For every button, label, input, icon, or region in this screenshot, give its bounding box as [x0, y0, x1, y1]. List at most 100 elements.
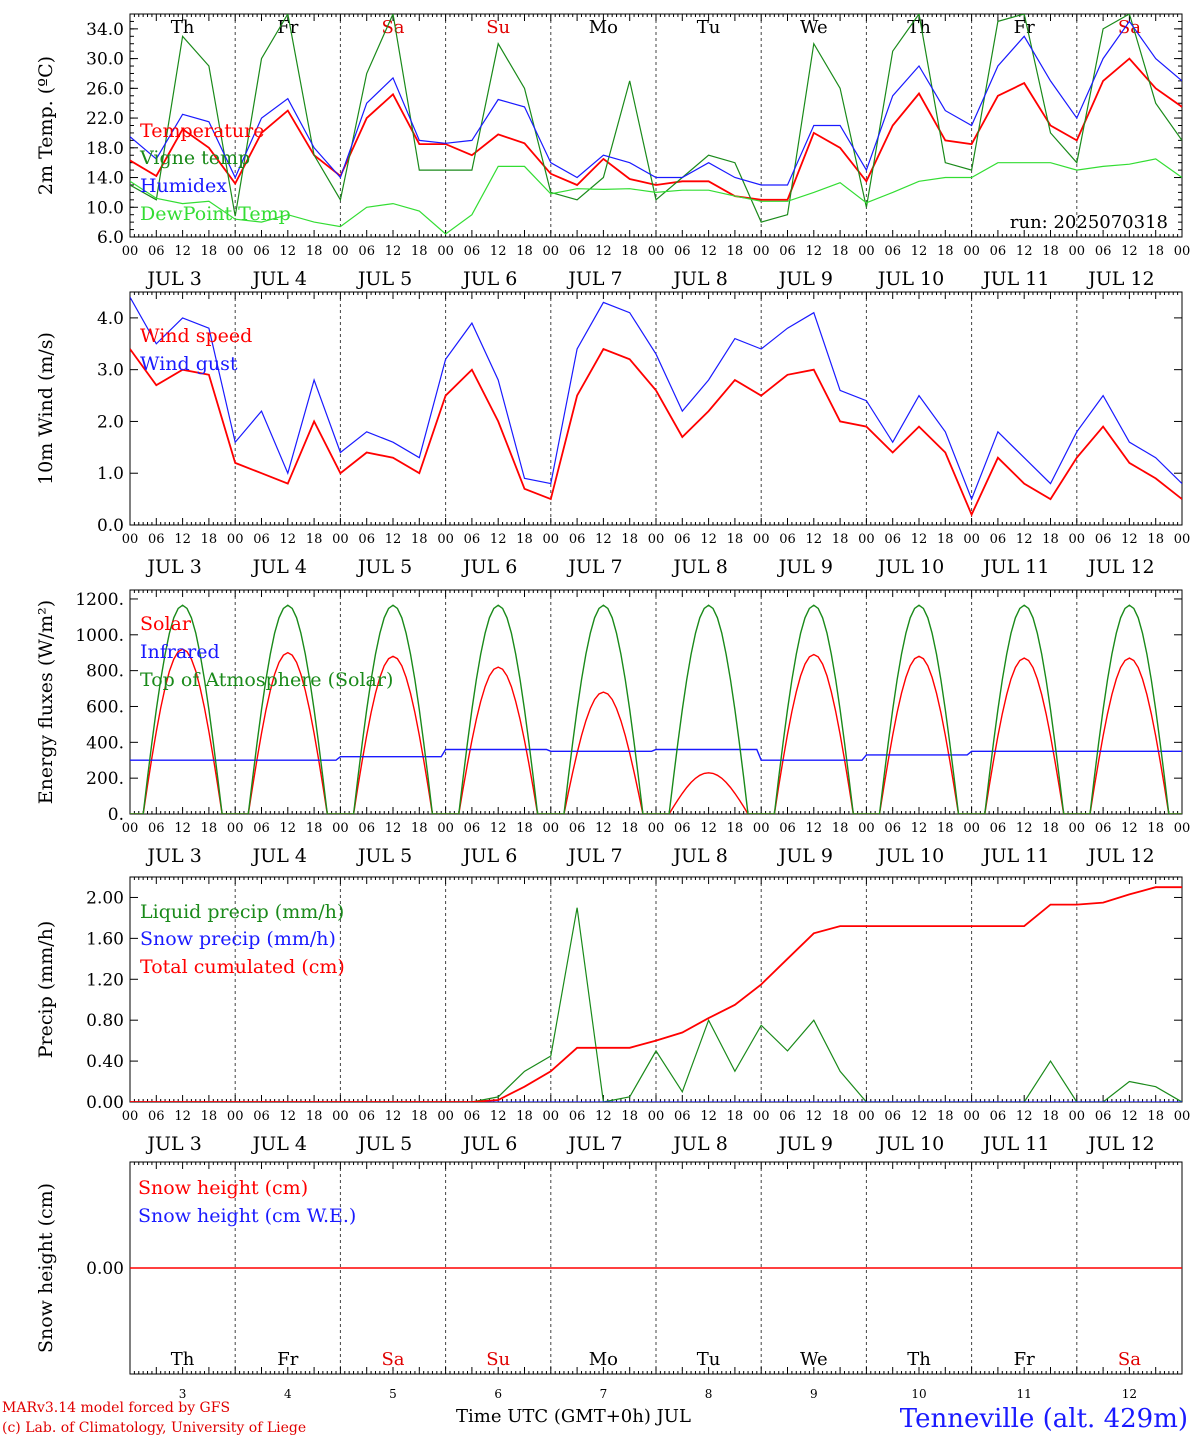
x-hour-label: 18 [1042, 244, 1059, 259]
y-tick-label: 0. [108, 805, 124, 825]
legend-entry: Vigne temp [139, 147, 250, 169]
x-hour-label: 06 [464, 244, 481, 259]
weekday-label: Su [486, 1349, 510, 1370]
x-hour-label: 06 [464, 1109, 481, 1124]
legend-entry: Snow precip (mm/h) [140, 928, 336, 950]
series-vigne-temp [130, 14, 1182, 223]
x-day-label: JUL 10 [876, 845, 944, 867]
day-number-label: 5 [389, 1387, 397, 1401]
x-hour-label: 06 [569, 532, 586, 547]
y-tick-label: 1200. [75, 590, 124, 610]
x-hour-label: 12 [385, 821, 402, 836]
x-hour-label: 18 [306, 821, 323, 836]
x-hour-label: 12 [385, 1109, 402, 1124]
x-hour-label: 12 [700, 244, 717, 259]
x-hour-label: 18 [411, 1109, 428, 1124]
x-hour-label: 12 [1121, 821, 1138, 836]
x-hour-label: 00 [858, 244, 875, 259]
x-hour-label: 12 [911, 532, 928, 547]
x-hour-label: 00 [1069, 532, 1086, 547]
x-day-label: JUL 8 [671, 1133, 727, 1155]
x-hour-label: 00 [648, 1109, 665, 1124]
x-day-label: JUL 7 [566, 556, 622, 578]
x-hour-label: 18 [306, 532, 323, 547]
x-hour-label: 06 [253, 244, 270, 259]
day-number-label: 10 [911, 1387, 926, 1401]
weekday-label: Sa [1118, 1349, 1141, 1370]
weekday-label: Fr [1014, 17, 1035, 38]
weekday-label: Sa [1118, 17, 1141, 38]
x-day-label: JUL 6 [461, 1133, 517, 1155]
y-tick-label: 400. [86, 733, 124, 753]
x-day-label: JUL 3 [145, 556, 201, 578]
x-hour-label: 06 [674, 1109, 691, 1124]
y-tick-label: 1.0 [97, 464, 124, 484]
x-day-label: JUL 10 [876, 268, 944, 290]
x-hour-label: 00 [1174, 244, 1191, 259]
y-tick-label: 1000. [75, 626, 124, 646]
x-hour-label: 06 [253, 821, 270, 836]
x-hour-label: 00 [543, 532, 560, 547]
weekday-label: Tu [697, 17, 721, 38]
x-hour-label: 06 [253, 532, 270, 547]
x-hour-label: 00 [332, 821, 349, 836]
x-hour-label: 12 [595, 532, 612, 547]
x-hour-label: 18 [201, 821, 218, 836]
x-hour-label: 12 [911, 244, 928, 259]
x-hour-label: 06 [569, 244, 586, 259]
legend-entry: Infrared [140, 641, 220, 663]
weekday-label: We [800, 17, 828, 38]
x-hour-label: 00 [1174, 532, 1191, 547]
x-day-label: JUL 10 [876, 1133, 944, 1155]
x-day-label: JUL 12 [1086, 556, 1154, 578]
x-hour-label: 12 [911, 1109, 928, 1124]
x-hour-label: 18 [1147, 1109, 1164, 1124]
x-hour-label: 12 [1016, 532, 1033, 547]
x-hour-label: 06 [779, 244, 796, 259]
x-hour-label: 00 [227, 1109, 244, 1124]
x-hour-label: 18 [411, 244, 428, 259]
x-hour-label: 00 [963, 821, 980, 836]
x-day-label: JUL 9 [777, 845, 833, 867]
x-hour-label: 18 [201, 1109, 218, 1124]
x-hour-label: 06 [1095, 1109, 1112, 1124]
x-hour-label: 06 [1095, 821, 1112, 836]
x-hour-label: 18 [306, 1109, 323, 1124]
weekday-label: Fr [277, 1349, 298, 1370]
x-hour-label: 00 [437, 821, 454, 836]
x-hour-label: 18 [1042, 1109, 1059, 1124]
x-hour-label: 00 [227, 821, 244, 836]
weekday-label: Mo [589, 1349, 618, 1370]
y-tick-label: 800. [86, 662, 124, 682]
x-hour-label: 18 [621, 532, 638, 547]
day-number-label: 7 [600, 1387, 608, 1401]
y-tick-label: 18.0 [86, 139, 124, 159]
x-day-label: JUL 12 [1086, 268, 1154, 290]
x-day-label: JUL 11 [981, 1133, 1049, 1155]
x-hour-label: 12 [806, 244, 823, 259]
legend-entry: Top of Atmosphere (Solar) [140, 669, 393, 691]
series-wind-speed [130, 347, 1182, 517]
x-hour-label: 00 [753, 244, 770, 259]
x-day-label: JUL 6 [461, 845, 517, 867]
x-hour-label: 06 [1095, 244, 1112, 259]
x-hour-label: 18 [1147, 821, 1164, 836]
x-hour-label: 00 [122, 1109, 139, 1124]
x-day-label: JUL 3 [145, 268, 201, 290]
credit-line-2: (c) Lab. of Climatology, University of L… [2, 1420, 307, 1436]
x-hour-label: 00 [963, 244, 980, 259]
day-number-label: 4 [284, 1387, 292, 1401]
x-hour-label: 06 [884, 821, 901, 836]
y-tick-label: 26.0 [86, 79, 124, 99]
x-hour-label: 18 [1147, 532, 1164, 547]
x-hour-label: 12 [700, 532, 717, 547]
series-solar [130, 648, 1182, 814]
x-hour-label: 00 [858, 532, 875, 547]
x-hour-label: 06 [148, 821, 165, 836]
x-hour-label: 12 [1016, 821, 1033, 836]
x-day-label: JUL 6 [461, 268, 517, 290]
day-number-label: 9 [810, 1387, 818, 1401]
y-tick-label: 200. [86, 769, 124, 789]
series-infrared [130, 748, 1182, 761]
